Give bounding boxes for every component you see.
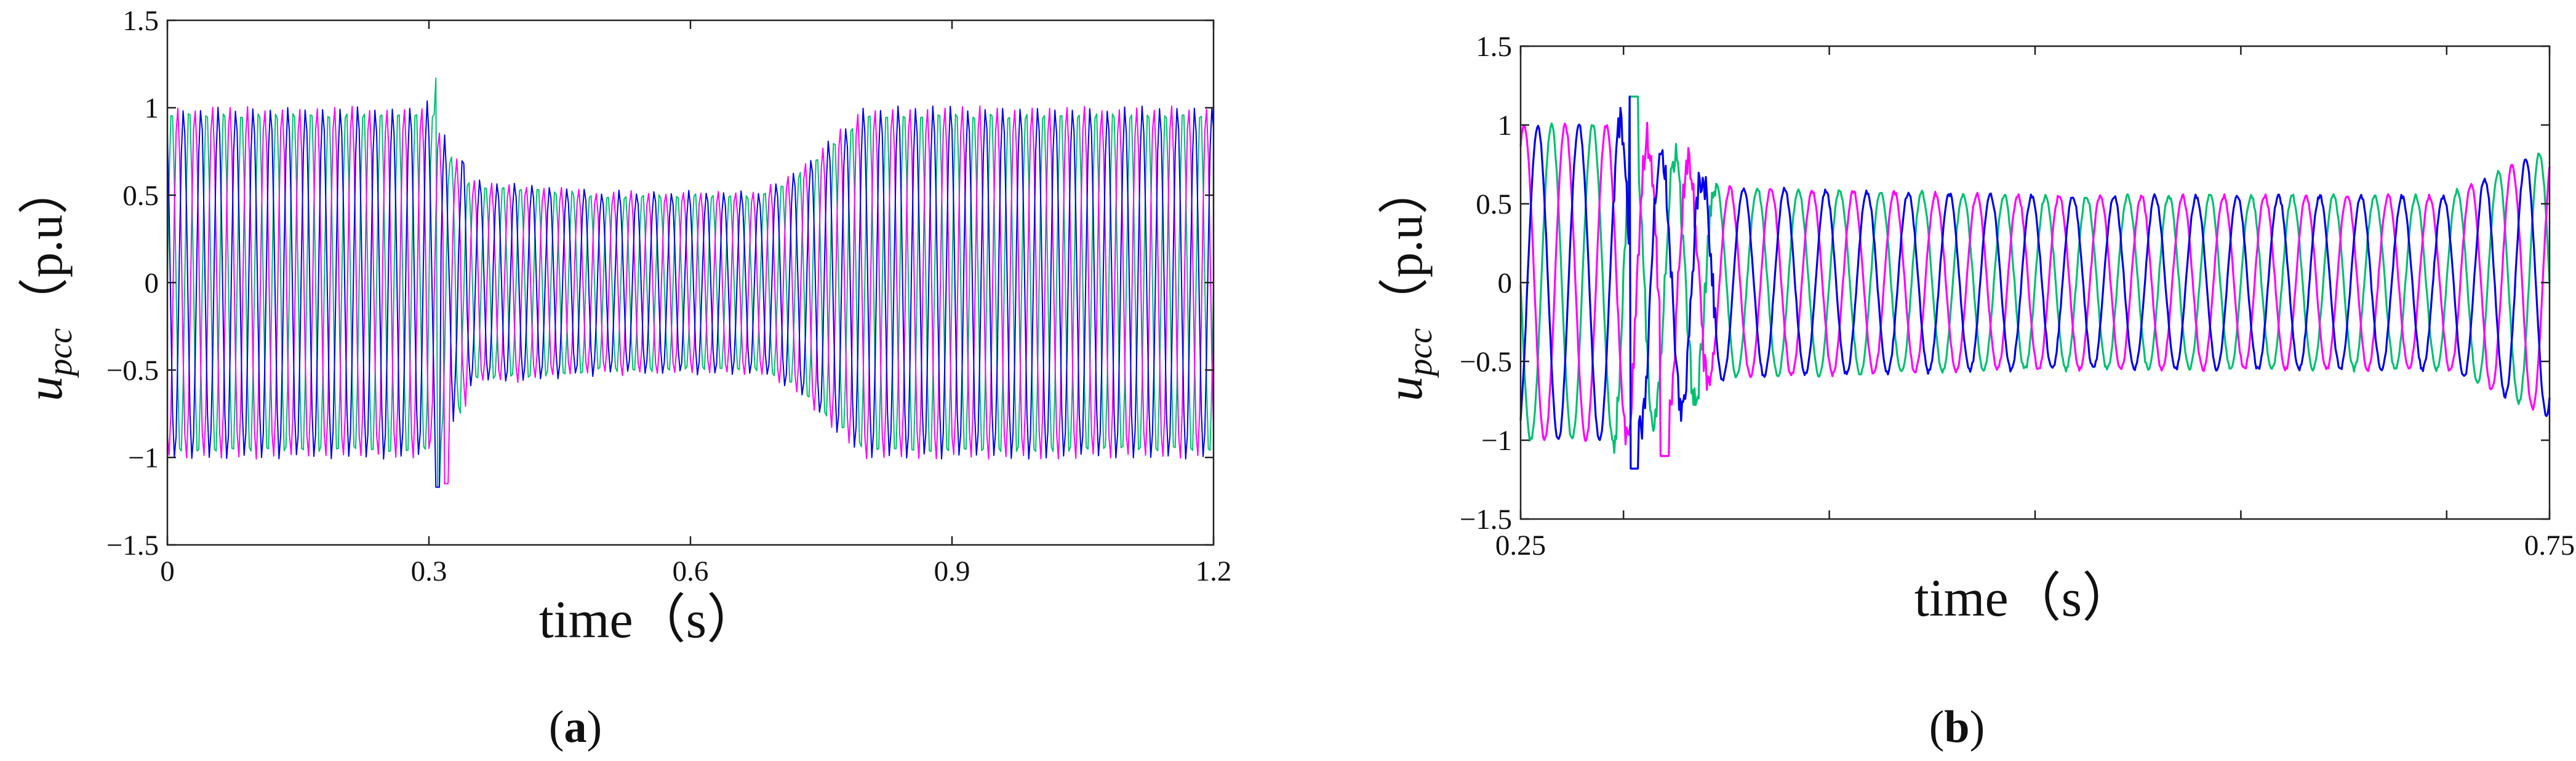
y-tick-label-b: 1 — [1498, 110, 1513, 142]
svg-text:upcc（p.u）: upcc（p.u） — [17, 164, 79, 401]
y-tick-label-a: −1 — [128, 442, 159, 474]
y-tick-label-a: 1.5 — [122, 5, 159, 37]
series-phase-a-b — [1519, 95, 2551, 454]
caption-b: (b) — [1929, 702, 1985, 752]
traces-b — [1519, 95, 2551, 470]
y-tick-label-a: −0.5 — [106, 355, 159, 387]
x-tick-label-b: 0.75 — [2524, 529, 2575, 562]
series-phase-c-a — [167, 100, 1214, 488]
y-tick-label-b: −1.5 — [1460, 504, 1512, 536]
y-tick-label-b: 0.5 — [1476, 188, 1512, 220]
x-tick-label-a: 0.3 — [411, 555, 447, 587]
y-tick-label-b: 1.5 — [1476, 31, 1512, 63]
series-phase-c-b — [1519, 95, 2551, 470]
x-axis-label-b: time（s） — [1914, 568, 2135, 627]
y-axis-label-unit-b: （p.u） — [1377, 164, 1433, 328]
y-axis-label-main-b: u — [1377, 376, 1433, 401]
y-tick-label-b: −0.5 — [1460, 346, 1512, 378]
y-axis-label-a: upcc（p.u） — [17, 164, 79, 401]
ticks-a: 1.510.50−0.5−1−1.50 0.3 0.6 0.9 1.2 — [106, 5, 1232, 587]
x-tick-label-a: 0 — [160, 555, 175, 587]
series-phase-b-b — [1519, 121, 2551, 457]
traces-a — [167, 77, 1214, 488]
panel-a: 1.510.50−0.5−1−1.50 0.3 0.6 0.9 1.2 time（s） … — [17, 5, 1231, 752]
caption-a: (a) — [549, 702, 602, 752]
x-tick-label-a: 0.9 — [934, 555, 970, 587]
y-axis-label-sub-b: pcc — [1401, 328, 1439, 379]
y-tick-label-b: −1 — [1481, 425, 1512, 457]
ticks-b: 1.5 1 0.5 0 −0.5 −1 −1.50.25 0.75 — [1460, 31, 2575, 562]
y-tick-label-a: 1 — [145, 92, 159, 124]
x-tick-label-a: 1.2 — [1196, 555, 1232, 587]
x-tick-label-a: 0.6 — [673, 555, 709, 587]
series-phase-a-a — [167, 77, 1214, 488]
y-axis-label-sub-a: pcc — [41, 328, 79, 379]
panel-b: 1.5 1 0.5 0 −0.5 −1 −1.50.25 0.75 time（s） upcc（… — [1377, 31, 2575, 752]
y-tick-label-a: −1.5 — [106, 529, 159, 562]
y-axis-label-unit-a: （p.u） — [17, 164, 73, 328]
y-tick-label-a: 0 — [145, 267, 159, 299]
y-axis-label-main-a: u — [17, 376, 73, 401]
x-axis-label-a: time（s） — [539, 590, 759, 649]
y-axis-label-b: upcc（p.u） — [1377, 164, 1439, 401]
y-tick-label-a: 0.5 — [122, 180, 159, 212]
y-tick-label-b: 0 — [1498, 267, 1513, 299]
svg-text:upcc（p.u）: upcc（p.u） — [1377, 164, 1439, 401]
series-phase-b-a — [167, 105, 1214, 485]
x-tick-label-b: 0.25 — [1495, 529, 1546, 562]
